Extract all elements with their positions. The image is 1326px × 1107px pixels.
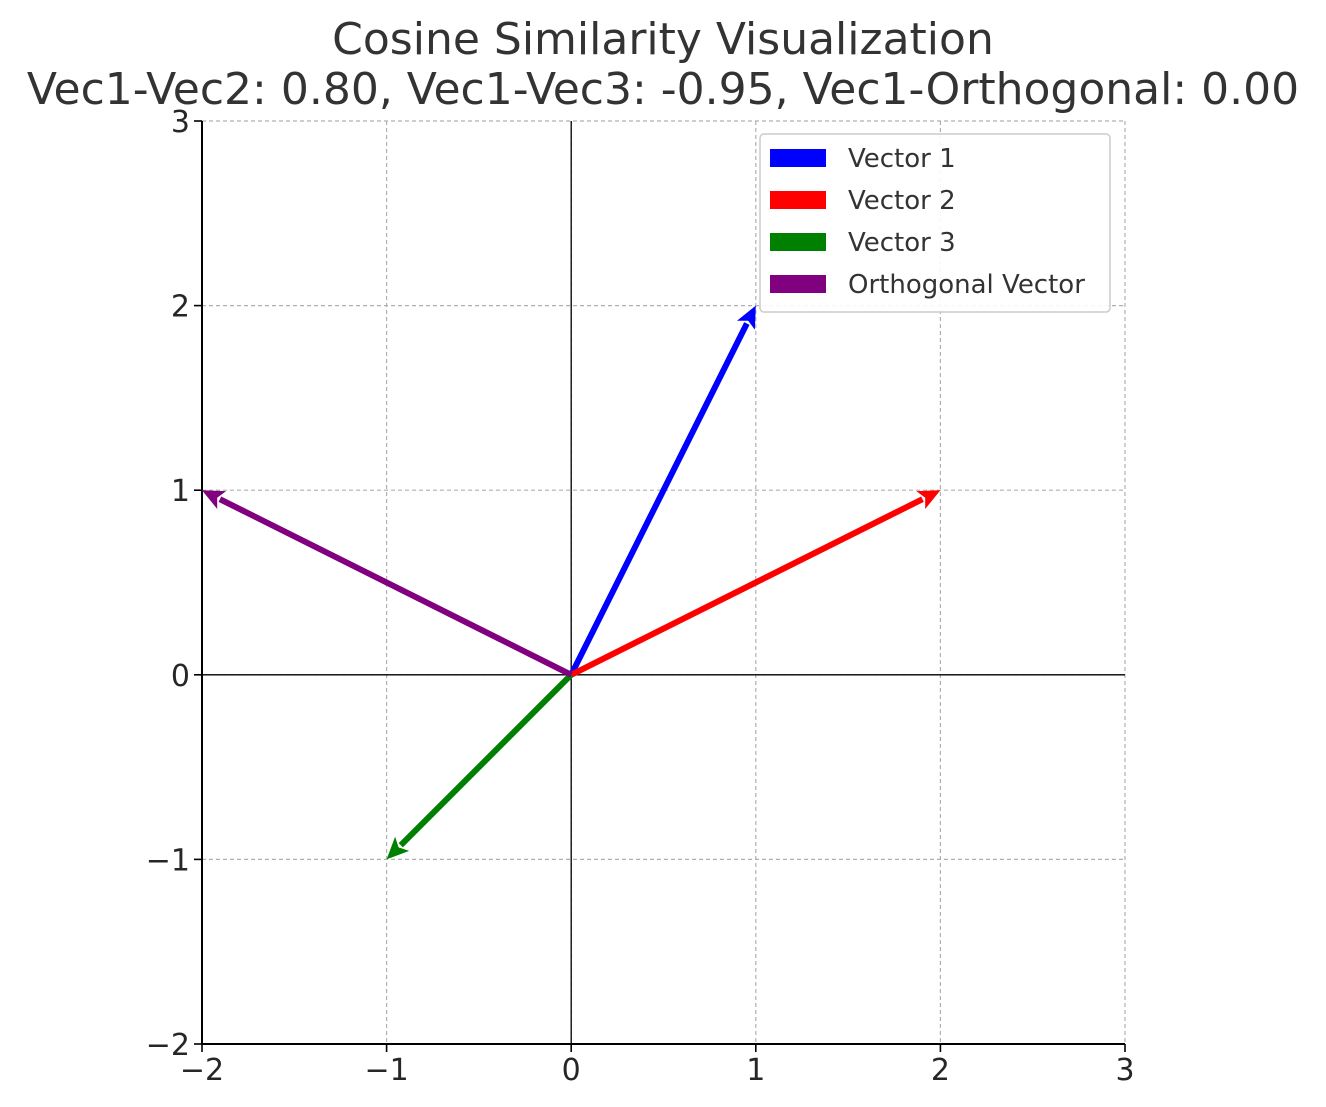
vectors	[202, 305, 941, 860]
x-tick-label: 2	[931, 1053, 950, 1088]
x-tick-label: −2	[180, 1053, 224, 1088]
vector-head	[916, 490, 941, 509]
vector-head	[737, 305, 756, 330]
x-tick-label: 1	[746, 1053, 765, 1088]
legend-swatch	[770, 149, 826, 167]
y-tick-label: 3	[171, 105, 190, 140]
legend-label: Vector 1	[848, 144, 956, 174]
y-tick-label: 2	[171, 290, 190, 325]
x-tick-label: −1	[364, 1053, 408, 1088]
vector-arrow	[569, 490, 941, 678]
y-tick-label: −1	[146, 843, 190, 878]
legend: Vector 1 Vector 2 Vector 3 Orthogonal Vecto…	[759, 133, 1111, 313]
vector-arrow	[202, 490, 573, 678]
vector-head	[386, 836, 410, 860]
legend-swatch	[770, 275, 826, 293]
vector-shaft	[398, 672, 574, 848]
vector-arrow	[386, 672, 574, 860]
legend-swatch	[770, 191, 826, 209]
vector-shaft	[569, 496, 924, 678]
vector-arrow	[568, 305, 756, 677]
legend-label: Vector 2	[848, 186, 956, 216]
legend-label: Vector 3	[848, 228, 956, 258]
legend-label: Orthogonal Vector	[848, 270, 1085, 300]
axes	[201, 121, 1125, 1045]
chart-subtitle: Vec1-Vec2: 0.80, Vec1-Vec3: -0.95, Vec1-…	[27, 64, 1299, 115]
x-tick-label: 3	[1115, 1053, 1134, 1088]
vector-shaft	[568, 322, 750, 677]
y-tick-label: −2	[146, 1028, 190, 1063]
legend-swatch	[770, 233, 826, 251]
legend-box	[759, 133, 1111, 313]
chart-title: Cosine Similarity Visualization	[332, 14, 994, 65]
vector-head	[202, 490, 227, 509]
vector-shaft	[218, 496, 573, 678]
tick-labels: −2 −1 0 1 2 3 −2 −1 0 1 2 3	[146, 105, 1135, 1088]
y-tick-label: 0	[171, 659, 190, 694]
y-tick-label: 1	[171, 474, 190, 509]
x-tick-label: 0	[562, 1053, 581, 1088]
